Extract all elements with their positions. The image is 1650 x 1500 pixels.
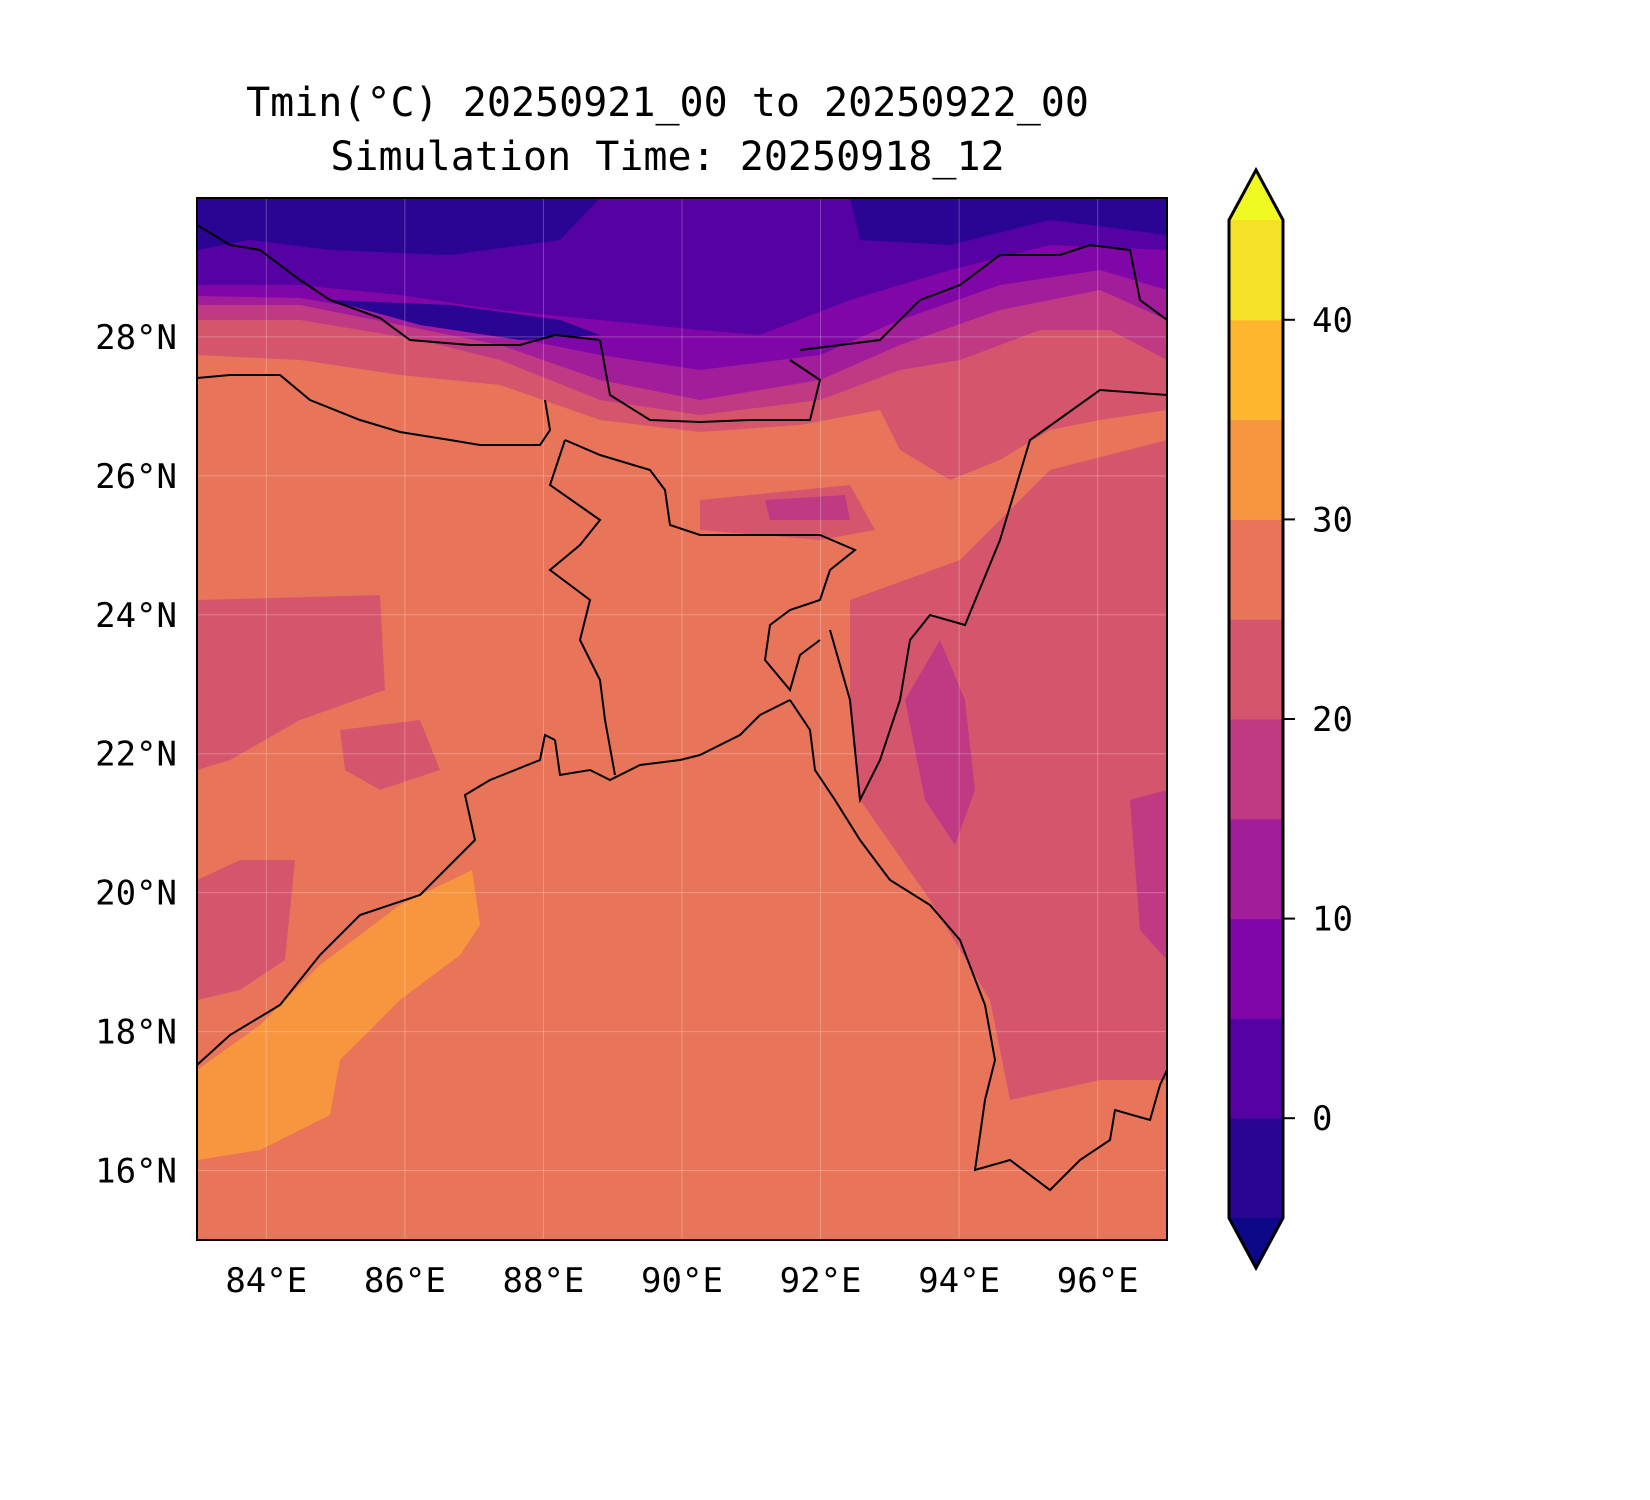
y-axis: 16°N 18°N 20°N 22°N 24°N 26°N 28°N xyxy=(95,318,177,1192)
map-frame xyxy=(196,197,1168,1241)
colorbar-band xyxy=(1229,1018,1283,1119)
field-east-20-25 xyxy=(850,440,1167,1100)
colorbar-band xyxy=(1229,719,1283,820)
colorbar-tick-label: 0 xyxy=(1312,1099,1332,1139)
colorbar-band xyxy=(1229,319,1283,421)
chart-title-line2: Simulation Time: 20250918_12 xyxy=(330,134,1005,180)
colorbar-band xyxy=(1229,818,1283,920)
x-tick-label: 86°E xyxy=(364,1261,446,1301)
y-tick-label: 28°N xyxy=(95,318,177,358)
colorbar-tick-label: 40 xyxy=(1312,301,1353,341)
x-tick-label: 92°E xyxy=(780,1261,862,1301)
field-sw-sea-30-35 xyxy=(197,870,480,1160)
coastline-sundarbans xyxy=(554,699,791,782)
colorbar-band xyxy=(1229,1118,1283,1219)
y-tick-label: 18°N xyxy=(95,1013,177,1053)
map-field xyxy=(197,198,1167,1240)
colorbar-band xyxy=(1229,220,1283,321)
x-axis: 84°E 86°E 88°E 90°E 92°E 94°E 96°E xyxy=(225,1261,1138,1301)
coastline-india-east xyxy=(197,733,556,1066)
border-india-nepal xyxy=(197,374,552,446)
chart-title-line1: Tmin(°C) 20250921_00 to 20250922_00 xyxy=(246,80,1089,126)
colorbar-tick-label: 10 xyxy=(1312,900,1353,940)
border-china-india-east xyxy=(799,243,1167,351)
x-tick-label: 96°E xyxy=(1057,1261,1139,1301)
field-north-neg5-0b xyxy=(850,198,1167,245)
coastline-myanmar xyxy=(789,699,1167,1192)
x-tick-label: 84°E xyxy=(225,1261,307,1301)
gridlines xyxy=(197,198,1167,1240)
field-west-20-25b xyxy=(340,720,440,790)
colorbar-band xyxy=(1229,918,1283,1019)
colorbar-extend-high xyxy=(1229,170,1283,220)
field-east-15-20 xyxy=(905,640,975,845)
x-tick-label: 94°E xyxy=(918,1261,1000,1301)
field-band-15-20 xyxy=(765,495,850,520)
y-tick-label: 16°N xyxy=(95,1152,177,1192)
border-bangladesh-west xyxy=(548,439,616,776)
y-tick-label: 26°N xyxy=(95,457,177,497)
colorbar-band xyxy=(1229,419,1283,520)
y-tick-label: 24°N xyxy=(95,596,177,636)
field-west-20-25a xyxy=(197,595,385,770)
colorbar-tick-label: 20 xyxy=(1312,700,1353,740)
y-tick-label: 20°N xyxy=(95,874,177,914)
field-west-20-25c xyxy=(197,860,295,1000)
y-tick-label: 22°N xyxy=(95,735,177,775)
border-bangladesh xyxy=(564,439,857,693)
colorbar-tick-label: 30 xyxy=(1312,500,1353,540)
field-north-neg5-0c xyxy=(330,300,600,340)
colorbar-extend-low xyxy=(1229,1218,1283,1268)
colorbar-band xyxy=(1229,619,1283,720)
border-nepal-china xyxy=(197,224,601,346)
colorbar-outline xyxy=(1227,166,1285,1272)
border-bhutan xyxy=(599,339,822,424)
x-tick-label: 88°E xyxy=(502,1261,584,1301)
field-north-neg5-0 xyxy=(197,198,600,255)
border-india-myanmar xyxy=(829,388,1167,804)
field-east-15-20b xyxy=(1130,790,1167,960)
x-tick-label: 90°E xyxy=(641,1261,723,1301)
colorbar: 0 10 20 30 40 xyxy=(1227,166,1353,1272)
colorbar-band xyxy=(1229,519,1283,620)
coastlines-and-borders xyxy=(197,224,1167,1192)
